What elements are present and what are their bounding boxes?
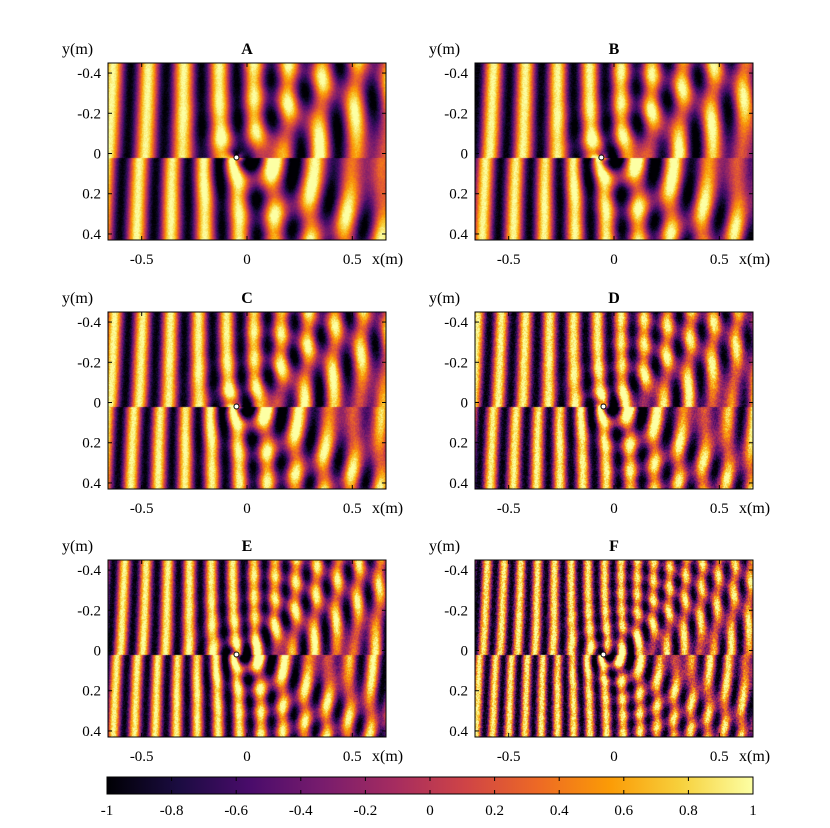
colorbar-tick-label: 0.2 <box>485 803 504 819</box>
panel-f: F -0.4 -0.2 0 0.2 0.4 -0.5 0 0.5 y(m) x(m) <box>429 538 770 765</box>
y-tick-label: -0.4 <box>77 66 101 82</box>
y-tick-label: 0.2 <box>449 684 468 700</box>
colorbar-tick-label: 0.4 <box>550 803 569 819</box>
x-tick-label: 0 <box>243 252 251 268</box>
x-axis-label: x(m) <box>372 500 403 517</box>
y-tick-label: -0.4 <box>444 563 468 579</box>
colorbar-tick-label: 0.6 <box>614 803 633 819</box>
panel-e: E -0.4 -0.2 0 0.2 0.4 -0.5 0 0.5 y(m) x(m) <box>62 538 403 765</box>
y-axis-label: y(m) <box>62 41 93 58</box>
y-tick-label: 0.2 <box>449 436 468 452</box>
panel-title: C <box>241 290 253 307</box>
panel-title: F <box>609 538 619 555</box>
panel-title: D <box>608 290 620 307</box>
y-tick-label: -0.2 <box>444 106 468 122</box>
y-tick-label: -0.2 <box>77 106 101 122</box>
y-axis-label: y(m) <box>429 41 460 58</box>
source-marker <box>233 154 240 161</box>
x-tick-label: -0.5 <box>130 501 154 517</box>
x-tick-label: -0.5 <box>497 252 521 268</box>
y-tick-label: 0.2 <box>82 684 101 700</box>
y-tick-label: 0.2 <box>82 436 101 452</box>
heatmap-image <box>108 63 386 240</box>
heatmap-image <box>475 63 753 240</box>
panel-a: A -0.4 -0.2 0 0.2 0.4 -0.5 0 0.5 y(m) x(m) <box>62 41 403 268</box>
x-axis-label: x(m) <box>739 251 770 268</box>
y-tick-label: -0.4 <box>444 315 468 331</box>
y-tick-label: 0 <box>94 396 102 412</box>
y-tick-label: 0 <box>461 644 469 660</box>
x-tick-label: 0.5 <box>343 749 362 765</box>
panel-title: E <box>242 538 253 555</box>
x-tick-label: -0.5 <box>130 252 154 268</box>
y-tick-label: -0.2 <box>444 355 468 371</box>
colorbar-tick-label: 0 <box>426 803 434 819</box>
y-axis-label: y(m) <box>62 290 93 307</box>
x-tick-label: 0 <box>610 501 618 517</box>
panels-group: A -0.4 -0.2 0 0.2 0.4 -0.5 0 0.5 y(m) x(m) B -0.4 -0.… <box>62 41 770 765</box>
panel-title: B <box>609 41 620 58</box>
x-tick-label: 0.5 <box>710 252 729 268</box>
colorbar-tick-label: -0.8 <box>160 803 184 819</box>
panel-c: C -0.4 -0.2 0 0.2 0.4 -0.5 0 0.5 y(m) x(m) <box>62 290 403 517</box>
y-axis-label: y(m) <box>429 538 460 555</box>
x-tick-label: -0.5 <box>497 501 521 517</box>
colorbar: -1 -0.8 -0.6 -0.4 -0.2 0 0.2 0.4 0.6 0.8 1 <box>101 776 757 819</box>
y-tick-label: 0 <box>461 147 469 163</box>
x-tick-label: 0.5 <box>710 501 729 517</box>
y-tick-label: 0.4 <box>82 724 101 740</box>
colorbar-tick-label: -0.4 <box>289 803 313 819</box>
colorbar-tick-label: 0.8 <box>679 803 698 819</box>
y-tick-label: 0.2 <box>82 187 101 203</box>
heatmap-image <box>108 560 386 737</box>
source-marker <box>598 154 605 161</box>
panel-b: B -0.4 -0.2 0 0.2 0.4 -0.5 0 0.5 y(m) x(m) <box>429 41 770 268</box>
panel-title: A <box>241 41 253 58</box>
colorbar-gradient <box>107 777 753 794</box>
panel-d: D -0.4 -0.2 0 0.2 0.4 -0.5 0 0.5 y(m) x(m) <box>429 290 770 517</box>
y-axis-label: y(m) <box>429 290 460 307</box>
x-tick-label: 0 <box>243 749 251 765</box>
colorbar-tick-label: -1 <box>101 803 114 819</box>
colorbar-tick-label: -0.2 <box>354 803 378 819</box>
x-tick-label: 0.5 <box>343 252 362 268</box>
y-tick-label: -0.4 <box>77 563 101 579</box>
x-tick-label: 0 <box>610 749 618 765</box>
y-tick-label: -0.4 <box>444 66 468 82</box>
y-tick-label: 0.4 <box>449 724 468 740</box>
y-tick-label: -0.2 <box>77 603 101 619</box>
x-tick-label: 0.5 <box>710 749 729 765</box>
colorbar-tick-label: -0.6 <box>224 803 248 819</box>
x-axis-label: x(m) <box>739 500 770 517</box>
y-tick-label: 0.2 <box>449 187 468 203</box>
y-tick-label: -0.4 <box>77 315 101 331</box>
source-marker <box>600 651 607 658</box>
source-marker <box>233 403 240 410</box>
x-tick-label: 0 <box>243 501 251 517</box>
y-tick-label: 0.4 <box>82 227 101 243</box>
y-axis-label: y(m) <box>62 538 93 555</box>
x-tick-label: -0.5 <box>497 749 521 765</box>
heatmap-image <box>108 312 386 489</box>
x-axis-label: x(m) <box>372 251 403 268</box>
y-tick-label: 0.4 <box>449 476 468 492</box>
y-tick-label: 0.4 <box>449 227 468 243</box>
x-tick-label: 0 <box>610 252 618 268</box>
y-tick-label: 0 <box>461 396 469 412</box>
x-axis-label: x(m) <box>372 748 403 765</box>
y-tick-label: -0.2 <box>444 603 468 619</box>
heatmap-image <box>475 312 753 489</box>
x-tick-label: 0.5 <box>343 501 362 517</box>
y-tick-label: 0.4 <box>82 476 101 492</box>
colorbar-tick-label: 1 <box>749 803 757 819</box>
y-tick-label: 0 <box>94 644 102 660</box>
x-tick-label: -0.5 <box>130 749 154 765</box>
y-tick-label: -0.2 <box>77 355 101 371</box>
x-axis-label: x(m) <box>739 748 770 765</box>
y-tick-label: 0 <box>94 147 102 163</box>
heatmap-image <box>475 560 753 737</box>
source-marker <box>600 403 607 410</box>
source-marker <box>233 651 240 658</box>
